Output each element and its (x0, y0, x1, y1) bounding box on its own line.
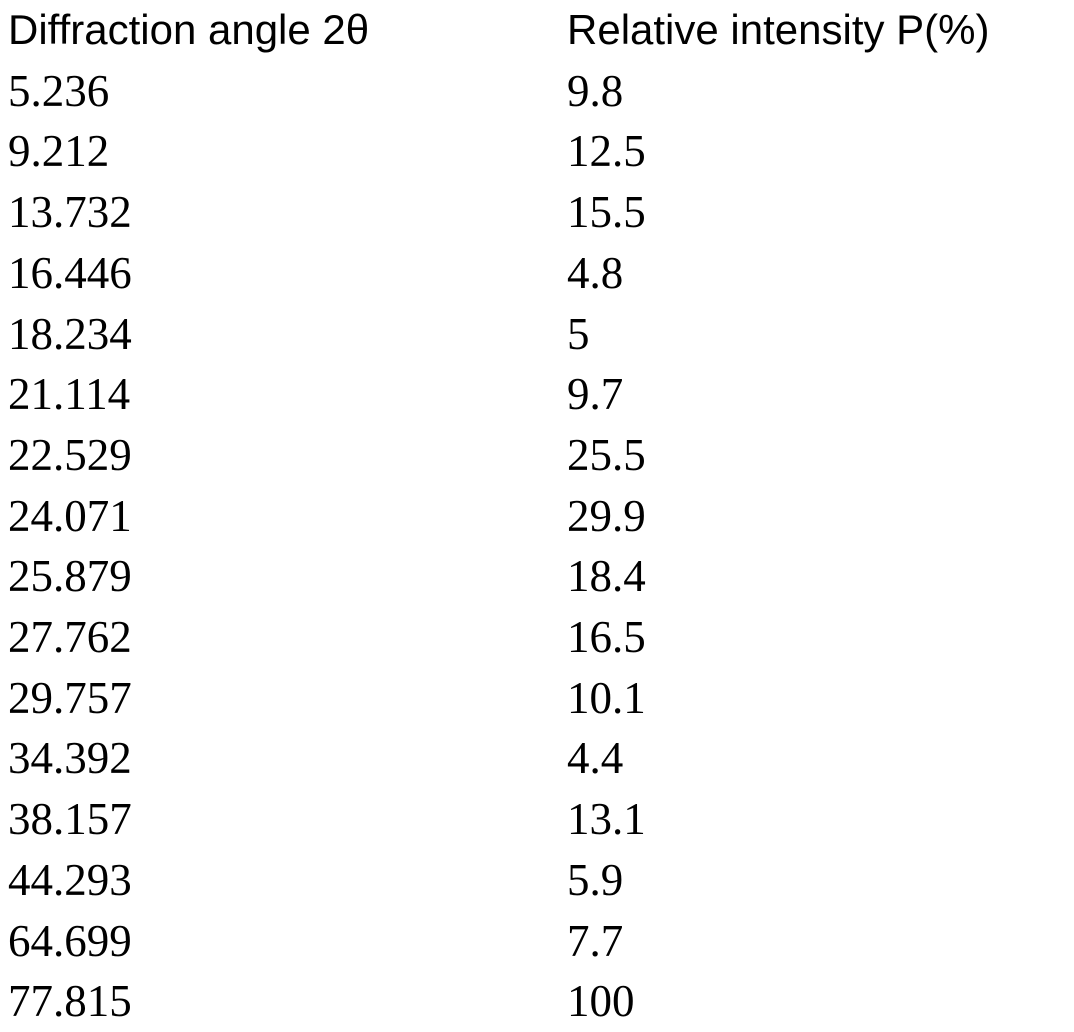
intensity-cell: 4.8 (567, 247, 624, 298)
angle-cell: 25.879 (8, 551, 132, 602)
table-row: 24.071 29.9 (0, 486, 1074, 547)
angle-cell: 24.071 (8, 490, 132, 541)
table-row: 13.732 15.5 (0, 182, 1074, 243)
table-row: 29.757 10.1 (0, 668, 1074, 729)
intensity-cell: 10.1 (567, 672, 646, 723)
intensity-cell: 9.8 (567, 65, 624, 116)
intensity-cell: 29.9 (567, 490, 646, 541)
intensity-cell: 4.4 (567, 733, 624, 784)
table-row: 5.236 9.8 (0, 61, 1074, 122)
intensity-cell: 16.5 (567, 612, 646, 663)
table-row: 44.293 5.9 (0, 850, 1074, 911)
angle-cell: 64.699 (8, 915, 132, 966)
column-header-diffraction-angle: Diffraction angle 2θ (8, 6, 370, 53)
intensity-cell: 13.1 (567, 794, 646, 845)
angle-cell: 77.815 (8, 976, 132, 1027)
table-row: 25.879 18.4 (0, 546, 1074, 607)
intensity-cell: 12.5 (567, 126, 646, 177)
angle-cell: 38.157 (8, 794, 132, 845)
intensity-cell: 7.7 (567, 915, 624, 966)
table-row: 38.157 13.1 (0, 789, 1074, 850)
table-row: 64.699 7.7 (0, 911, 1074, 972)
angle-cell: 29.757 (8, 672, 132, 723)
angle-cell: 22.529 (8, 429, 132, 480)
angle-cell: 44.293 (8, 854, 132, 905)
angle-cell: 21.114 (8, 369, 131, 420)
intensity-cell: 5.9 (567, 854, 624, 905)
angle-cell: 9.212 (8, 126, 110, 177)
angle-cell: 34.392 (8, 733, 132, 784)
angle-cell: 27.762 (8, 612, 132, 663)
table-body: 5.236 9.8 9.212 12.5 13.732 15.5 16.446 4.8 18.2… (0, 61, 1074, 1032)
angle-cell: 13.732 (8, 187, 132, 238)
angle-cell: 18.234 (8, 308, 132, 359)
table-row: 27.762 16.5 (0, 607, 1074, 668)
column-header-relative-intensity: Relative intensity P(%) (567, 6, 990, 53)
table-row: 18.234 5 (0, 304, 1074, 365)
angle-cell: 5.236 (8, 65, 110, 116)
table-row: 21.114 9.7 (0, 364, 1074, 425)
intensity-cell: 15.5 (567, 187, 646, 238)
intensity-cell: 25.5 (567, 429, 646, 480)
table-row: 9.212 12.5 (0, 121, 1074, 182)
table-row: 34.392 4.4 (0, 728, 1074, 789)
table-row: 16.446 4.8 (0, 243, 1074, 304)
angle-cell: 16.446 (8, 247, 132, 298)
table-row: 22.529 25.5 (0, 425, 1074, 486)
intensity-cell: 18.4 (567, 551, 646, 602)
intensity-cell: 5 (567, 308, 590, 359)
intensity-cell: 100 (567, 976, 635, 1027)
intensity-cell: 9.7 (567, 369, 624, 420)
header-row: Diffraction angle 2θ Relative intensity … (0, 0, 1074, 61)
table-row: 77.815 100 (0, 971, 1074, 1032)
